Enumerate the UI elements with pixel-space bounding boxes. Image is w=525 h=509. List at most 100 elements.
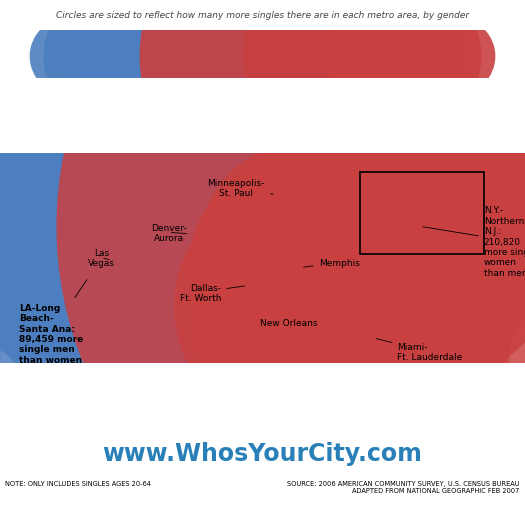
Point: [172, 290, 181, 298]
Polygon shape: [270, 285, 308, 315]
Point: [369, 334, 377, 343]
Text: Memphis: Memphis: [303, 258, 360, 268]
Text: www.WhosYourCity.com: www.WhosYourCity.com: [102, 441, 423, 465]
Point: [343, 211, 351, 219]
Text: More women: More women: [301, 32, 376, 42]
Point: [328, 241, 337, 249]
Polygon shape: [343, 251, 409, 270]
Polygon shape: [44, 217, 116, 288]
Point: [90, 274, 99, 282]
Point: [371, 224, 379, 233]
Text: More men: More men: [157, 32, 216, 42]
Point: [130, 277, 139, 286]
Polygon shape: [289, 270, 313, 305]
Point: [358, 301, 366, 309]
Point: [57, 248, 65, 257]
Point: [426, 215, 434, 223]
Point: [389, 204, 397, 212]
Polygon shape: [195, 210, 259, 232]
Point: [78, 263, 87, 271]
Polygon shape: [116, 254, 165, 297]
Point: [314, 214, 322, 222]
Point: [295, 303, 303, 311]
Polygon shape: [319, 219, 339, 240]
Point: [337, 235, 345, 243]
Polygon shape: [298, 251, 409, 270]
Polygon shape: [40, 176, 98, 217]
Point: [185, 230, 193, 238]
Point: [241, 245, 249, 253]
Point: [352, 318, 361, 326]
Point: [417, 208, 426, 216]
Point: [360, 314, 369, 322]
Point: [85, 274, 93, 282]
Point: [234, 331, 243, 340]
Polygon shape: [422, 210, 450, 217]
Point: [238, 301, 246, 309]
Point: [239, 262, 248, 270]
Polygon shape: [266, 254, 304, 285]
Point: [365, 264, 373, 272]
Point: [390, 247, 398, 255]
Point: [437, 210, 446, 218]
Polygon shape: [158, 224, 210, 254]
Polygon shape: [285, 183, 322, 217]
Polygon shape: [349, 273, 386, 292]
Point: [251, 257, 260, 265]
Polygon shape: [311, 270, 339, 305]
Polygon shape: [158, 254, 210, 294]
Text: 10,000: 10,000: [108, 72, 133, 78]
Point: [320, 257, 328, 265]
Polygon shape: [376, 194, 439, 217]
Text: 2,500: 2,500: [447, 72, 467, 78]
Polygon shape: [338, 270, 367, 305]
Polygon shape: [304, 241, 379, 258]
Polygon shape: [356, 232, 394, 251]
Point: [295, 239, 303, 247]
Point: [296, 264, 304, 272]
Point: [360, 314, 369, 322]
Text: Miami-
Ft. Lauderdale: Miami- Ft. Lauderdale: [376, 339, 463, 361]
Polygon shape: [251, 206, 300, 232]
Point: [381, 260, 390, 268]
Polygon shape: [195, 165, 247, 187]
Point: [416, 223, 424, 231]
Point: [407, 228, 416, 236]
Polygon shape: [105, 165, 195, 194]
Point: [90, 171, 99, 179]
Point: [171, 265, 180, 273]
Text: LA-Long
Beach-
Santa Ana:
89,459 more
single men
than women: LA-Long Beach- Santa Ana: 89,459 more si…: [19, 280, 87, 364]
Polygon shape: [203, 254, 267, 270]
Polygon shape: [247, 165, 289, 206]
Polygon shape: [176, 254, 274, 338]
Polygon shape: [315, 191, 360, 217]
Point: [240, 319, 249, 327]
Text: Denver-
Aurora: Denver- Aurora: [151, 223, 186, 242]
Point: [232, 307, 240, 316]
Point: [371, 225, 379, 233]
Point: [255, 304, 264, 313]
Point: [51, 187, 60, 195]
Point: [342, 259, 350, 267]
Point: [59, 239, 68, 247]
Point: [251, 218, 260, 227]
Polygon shape: [349, 251, 409, 262]
Point: [185, 237, 193, 245]
Point: [169, 53, 177, 61]
Bar: [360, 172, 484, 254]
Point: [297, 264, 305, 272]
Point: [295, 286, 303, 294]
Text: N.Y.-
Northern
N.J.:
210,820
more single
women
than men: N.Y.- Northern N.J.: 210,820 more single…: [423, 206, 525, 277]
Point: [92, 282, 100, 291]
Text: New Orleans: New Orleans: [260, 318, 318, 327]
Point: [396, 233, 405, 241]
Point: [348, 211, 356, 219]
Point: [331, 266, 340, 274]
Point: [381, 259, 389, 267]
Point: [338, 275, 346, 284]
Point: [401, 251, 409, 260]
Point: [227, 53, 235, 61]
Point: [99, 201, 108, 209]
Polygon shape: [210, 232, 266, 254]
Polygon shape: [142, 194, 195, 224]
